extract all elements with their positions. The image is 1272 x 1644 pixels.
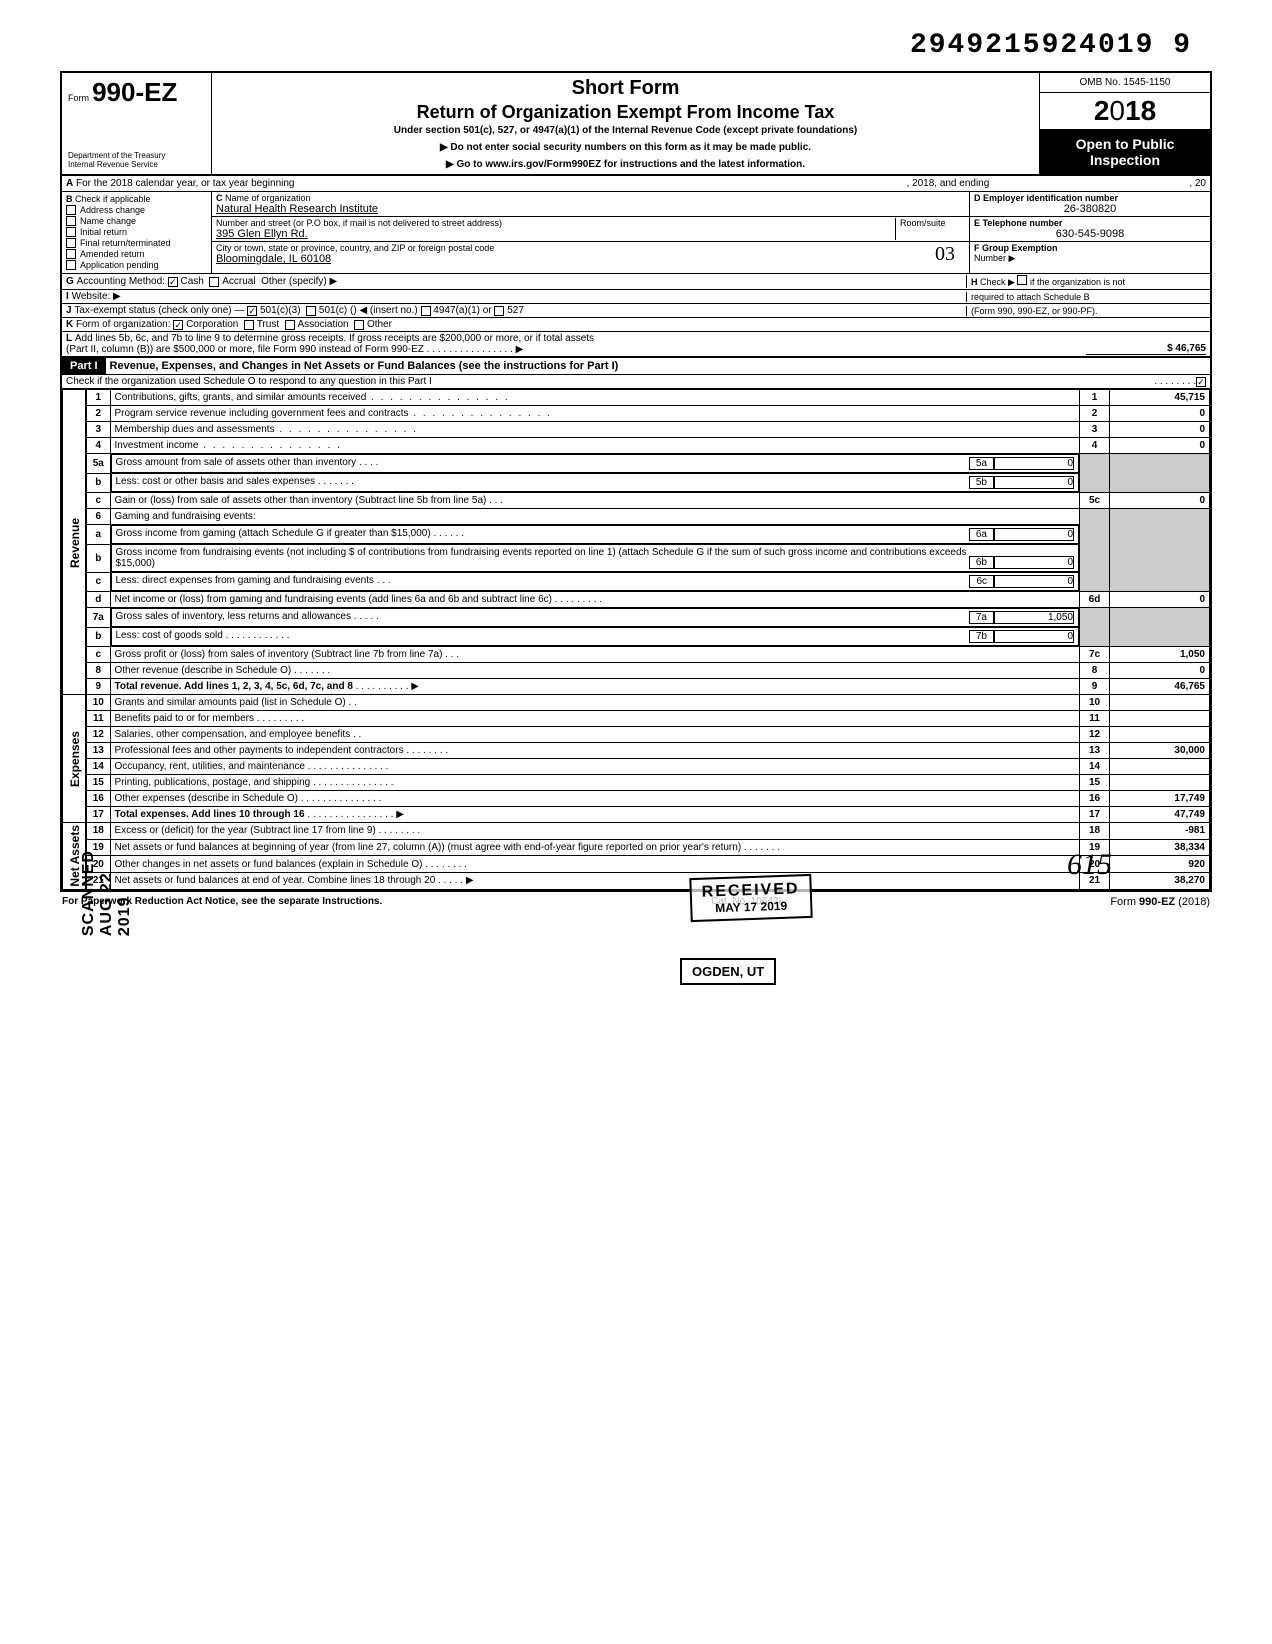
website-instruction: Go to www.irs.gov/Form990EZ for instruct… [220, 159, 1031, 170]
scanned-stamp: SCANNED AUG 22 2019 [80, 850, 134, 936]
checkbox-schedule-b[interactable] [1017, 275, 1027, 285]
financial-table: Revenue 1Contributions, gifts, grants, a… [62, 389, 1210, 890]
line-l: L Add lines 5b, 6c, and 7b to line 9 to … [62, 332, 1210, 358]
revenue-label: Revenue [63, 390, 87, 695]
line-6b-amount: 0 [994, 556, 1074, 569]
checkbox-pending[interactable] [66, 260, 76, 270]
org-address: 395 Glen Ellyn Rd. [216, 228, 308, 240]
line-11-amount [1110, 711, 1210, 727]
line-5b-amount: 0 [994, 476, 1074, 489]
line-2-amount: 0 [1110, 406, 1210, 422]
org-city: Bloomingdale, IL 60108 [216, 253, 331, 265]
line-18-amount: -981 [1110, 823, 1210, 840]
checkbox-initial-return[interactable] [66, 227, 76, 237]
subtitle: Under section 501(c), 527, or 4947(a)(1)… [220, 125, 1031, 136]
line-g-h: G Accounting Method: Cash Accrual Other … [62, 274, 1210, 290]
line-12-amount [1110, 727, 1210, 743]
line-j: J Tax-exempt status (check only one) — 5… [62, 304, 1210, 318]
checkbox-4947[interactable] [421, 306, 431, 316]
org-info-row: B Check if applicable Address change Nam… [62, 192, 1210, 274]
handwritten-03: 03 [935, 243, 965, 266]
handwritten-615: 615 [1067, 848, 1112, 882]
line-13-amount: 30,000 [1110, 743, 1210, 759]
part-1-header: Part I Revenue, Expenses, and Changes in… [62, 358, 1210, 375]
org-name: Natural Health Research Institute [216, 203, 378, 215]
line-20-amount: 920 [1110, 856, 1210, 873]
line-a: A For the 2018 calendar year, or tax yea… [62, 176, 1210, 192]
omb-number: OMB No. 1545-1150 [1040, 73, 1210, 93]
checkbox-501c[interactable] [306, 306, 316, 316]
section-de: D Employer identification number 26-3808… [970, 192, 1210, 273]
gross-receipts: 46,765 [1175, 343, 1206, 354]
checkbox-cash[interactable] [168, 277, 178, 287]
checkbox-final-return[interactable] [66, 238, 76, 248]
section-c: C Name of organization Natural Health Re… [212, 192, 970, 273]
checkbox-corporation[interactable] [173, 320, 183, 330]
return-title: Return of Organization Exempt From Incom… [220, 102, 1031, 123]
line-8-amount: 0 [1110, 663, 1210, 679]
checkbox-trust[interactable] [244, 320, 254, 330]
line-10-amount [1110, 695, 1210, 711]
form-number: 990-EZ [92, 77, 177, 107]
document-id-number: 2949215924019 9 [60, 30, 1212, 61]
line-7a-amount: 1,050 [994, 611, 1074, 624]
line-k: K Form of organization: Corporation Trus… [62, 318, 1210, 332]
part-1-schedule-o: Check if the organization used Schedule … [62, 375, 1210, 389]
line-7b-amount: 0 [994, 630, 1074, 643]
short-form-label: Short Form [220, 77, 1031, 100]
received-stamp: RECEIVED MAY 17 2019 [689, 874, 812, 922]
checkbox-schedule-o[interactable] [1196, 377, 1206, 387]
checkbox-527[interactable] [494, 306, 504, 316]
line-6d-amount: 0 [1110, 592, 1210, 608]
form-prefix: Form [68, 93, 89, 103]
line-14-amount [1110, 759, 1210, 775]
checkbox-amended[interactable] [66, 249, 76, 259]
line-i: I Website: ▶ required to attach Schedule… [62, 290, 1210, 304]
line-9-amount: 46,765 [1110, 679, 1210, 695]
line-16-amount: 17,749 [1110, 791, 1210, 807]
checkbox-other-org[interactable] [354, 320, 364, 330]
line-4-amount: 0 [1110, 438, 1210, 454]
ssn-warning: Do not enter social security numbers on … [220, 142, 1031, 153]
phone: 630-545-9098 [974, 228, 1206, 240]
line-5c-amount: 0 [1110, 493, 1210, 509]
line-21-amount: 38,270 [1110, 872, 1210, 889]
section-b: B Check if applicable Address change Nam… [62, 192, 212, 273]
line-5a-amount: 0 [994, 457, 1074, 470]
line-6a-amount: 0 [994, 528, 1074, 541]
checkbox-association[interactable] [285, 320, 295, 330]
expenses-label: Expenses [63, 695, 87, 823]
checkbox-501c3[interactable] [247, 306, 257, 316]
line-3-amount: 0 [1110, 422, 1210, 438]
line-19-amount: 38,334 [1110, 839, 1210, 856]
ein: 26-380820 [974, 203, 1206, 215]
form-990ez: Form 990-EZ Department of the Treasury I… [60, 71, 1212, 892]
line-17-amount: 47,749 [1110, 807, 1210, 823]
checkbox-accrual[interactable] [209, 277, 219, 287]
line-7c-amount: 1,050 [1110, 647, 1210, 663]
checkbox-name-change[interactable] [66, 216, 76, 226]
line-1-amount: 45,715 [1110, 390, 1210, 406]
page-footer: For Paperwork Reduction Act Notice, see … [60, 892, 1212, 912]
line-6c-amount: 0 [994, 575, 1074, 588]
dept-irs: Internal Revenue Service [68, 161, 205, 170]
ogden-stamp: OGDEN, UT [680, 958, 776, 985]
checkbox-address-change[interactable] [66, 205, 76, 215]
open-public-badge: Open to Public Inspection [1040, 130, 1210, 174]
tax-year: 20201818 [1040, 93, 1210, 130]
form-header: Form 990-EZ Department of the Treasury I… [62, 73, 1210, 176]
line-15-amount [1110, 775, 1210, 791]
